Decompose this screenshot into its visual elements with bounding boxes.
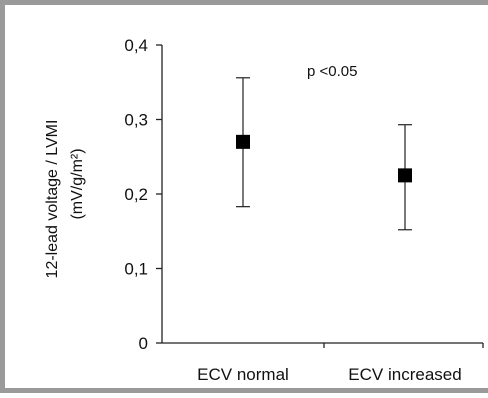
p-value-annotation: p <0.05 [307, 63, 357, 80]
y-axis-label: 12-lead voltage / LVMI [44, 120, 61, 279]
x-category-label: ECV increased [348, 365, 461, 384]
y-tick-label: 0,1 [124, 260, 148, 279]
y-tick-label: 0 [139, 334, 148, 353]
x-category-label: ECV normal [197, 365, 289, 384]
y-axis: 0 0,1 0,2 0,3 0,4 [124, 36, 162, 353]
chart-svg: 0 0,1 0,2 0,3 0,4 ECV normal ECV increased 12… [5, 5, 488, 398]
y-tick-label: 0,2 [124, 185, 148, 204]
y-axis-unit-label: (mV/g/m²) [69, 148, 86, 219]
y-tick-label: 0,3 [124, 111, 148, 130]
y-tick-label: 0,4 [124, 36, 148, 55]
data-point-marker [398, 168, 412, 182]
chart-marks [236, 78, 412, 230]
data-point-marker [236, 135, 250, 149]
x-axis: ECV normal ECV increased [162, 343, 483, 384]
